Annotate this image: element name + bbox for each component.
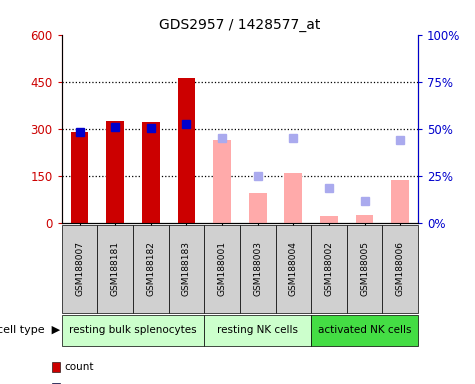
Text: GSM188181: GSM188181 — [111, 241, 120, 296]
Bar — [382, 225, 418, 313]
Bar — [71, 132, 88, 223]
Text: GSM188003: GSM188003 — [253, 241, 262, 296]
Bar — [142, 122, 160, 223]
Bar — [391, 180, 409, 223]
Title: GDS2957 / 1428577_at: GDS2957 / 1428577_at — [159, 18, 321, 32]
Bar — [311, 315, 418, 346]
Bar — [240, 225, 276, 313]
Bar — [169, 225, 204, 313]
Bar — [204, 225, 240, 313]
Text: cell type  ▶: cell type ▶ — [0, 325, 60, 335]
Bar — [320, 217, 338, 223]
Bar — [204, 315, 311, 346]
Bar — [213, 140, 231, 223]
Bar — [178, 78, 195, 223]
Text: GSM188004: GSM188004 — [289, 242, 298, 296]
Text: GSM188002: GSM188002 — [324, 242, 333, 296]
Bar — [276, 225, 311, 313]
Bar — [62, 225, 97, 313]
Text: GSM188005: GSM188005 — [360, 241, 369, 296]
Bar — [347, 225, 382, 313]
Text: resting NK cells: resting NK cells — [217, 325, 298, 335]
Text: resting bulk splenocytes: resting bulk splenocytes — [69, 325, 197, 335]
Text: GSM188001: GSM188001 — [218, 241, 227, 296]
Text: GSM188183: GSM188183 — [182, 241, 191, 296]
Text: activated NK cells: activated NK cells — [318, 325, 411, 335]
Bar — [133, 225, 169, 313]
Bar — [97, 225, 133, 313]
Text: GSM188006: GSM188006 — [396, 241, 405, 296]
Text: count: count — [65, 362, 94, 372]
Text: GSM188007: GSM188007 — [75, 241, 84, 296]
Bar — [311, 225, 347, 313]
Bar — [249, 193, 266, 223]
Bar — [356, 215, 373, 223]
Text: GSM188182: GSM188182 — [146, 242, 155, 296]
Bar — [106, 121, 124, 223]
Bar — [285, 172, 302, 223]
Bar — [62, 315, 204, 346]
